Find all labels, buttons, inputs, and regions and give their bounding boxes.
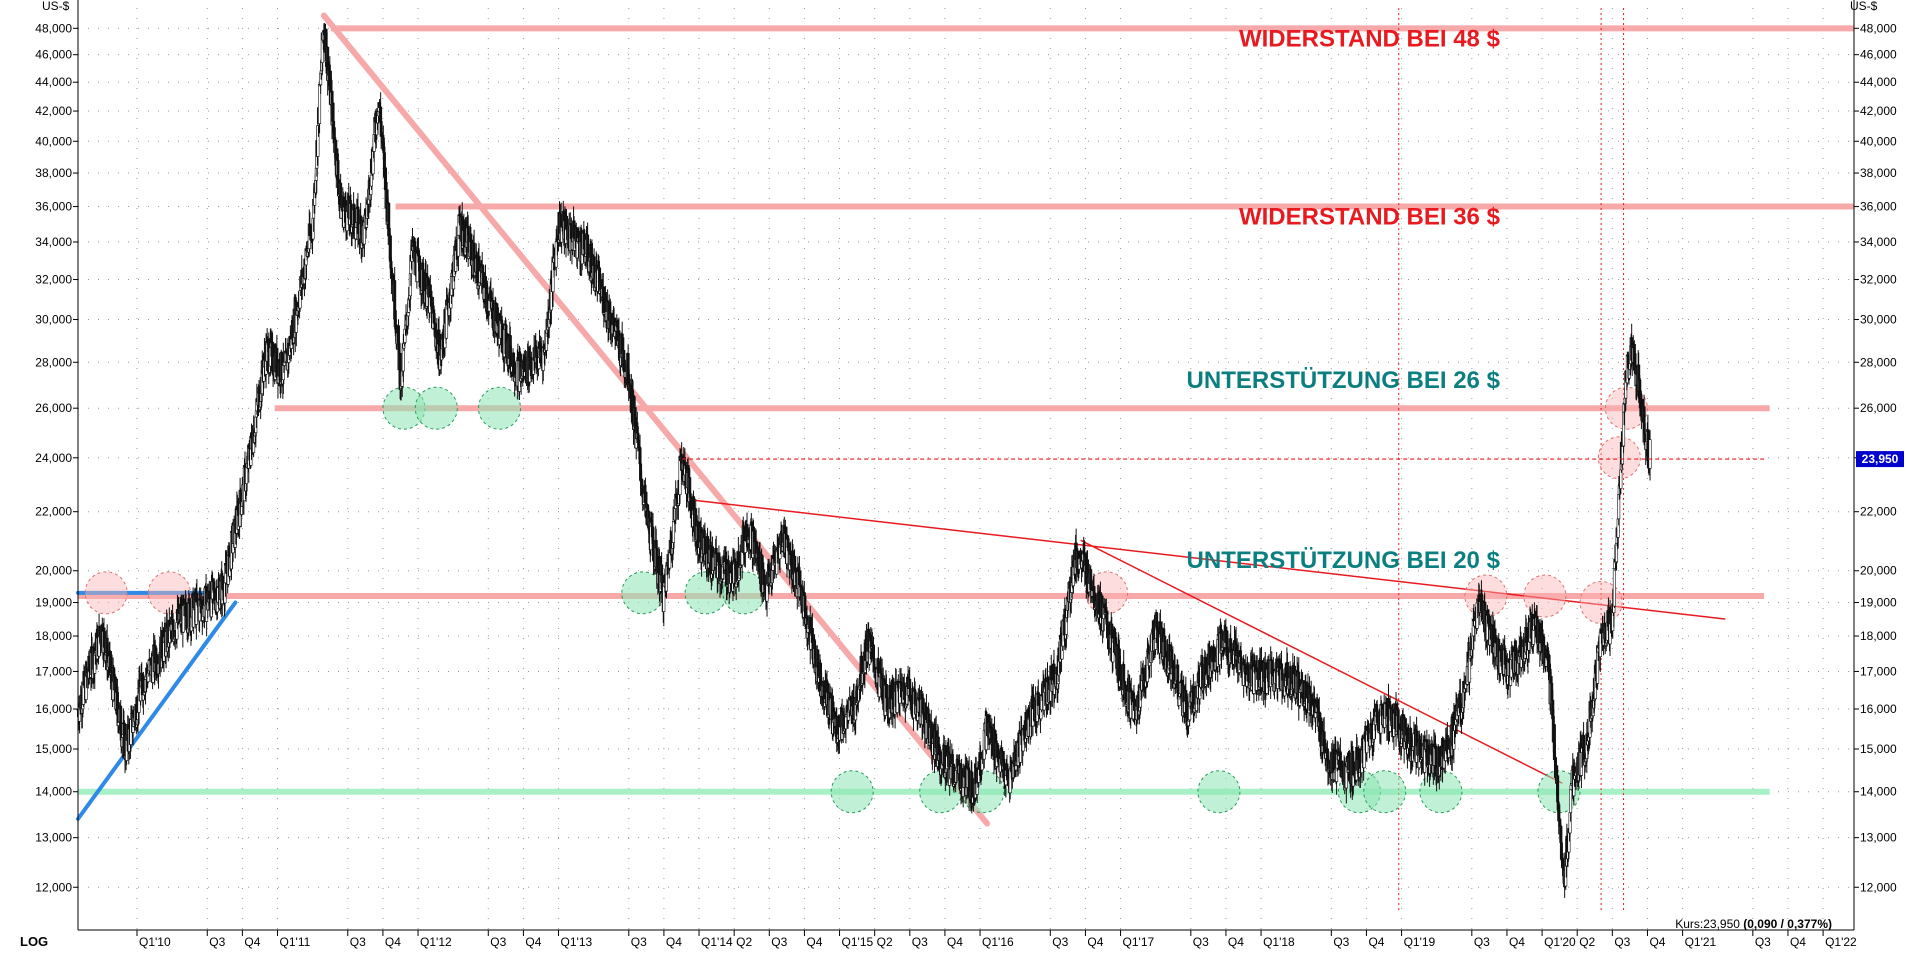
support-touch-marker: [1364, 771, 1406, 813]
candle-body: [738, 578, 740, 580]
support-touch-marker: [1198, 771, 1240, 813]
resistance-touch-marker: [85, 572, 127, 614]
candle-body: [397, 326, 399, 343]
candle-body: [116, 692, 118, 710]
candle-body: [652, 528, 654, 544]
candle-body: [685, 466, 687, 469]
support-touch-marker: [415, 387, 457, 429]
candle-body: [672, 521, 674, 542]
support-touch-marker: [831, 771, 873, 813]
candle-body: [389, 236, 391, 262]
candle-body: [402, 348, 404, 371]
candle-body: [332, 121, 334, 127]
resistance-touch-marker: [1598, 437, 1640, 479]
candle-body: [245, 467, 247, 483]
candle-body: [766, 585, 768, 601]
candle-body: [132, 726, 134, 732]
